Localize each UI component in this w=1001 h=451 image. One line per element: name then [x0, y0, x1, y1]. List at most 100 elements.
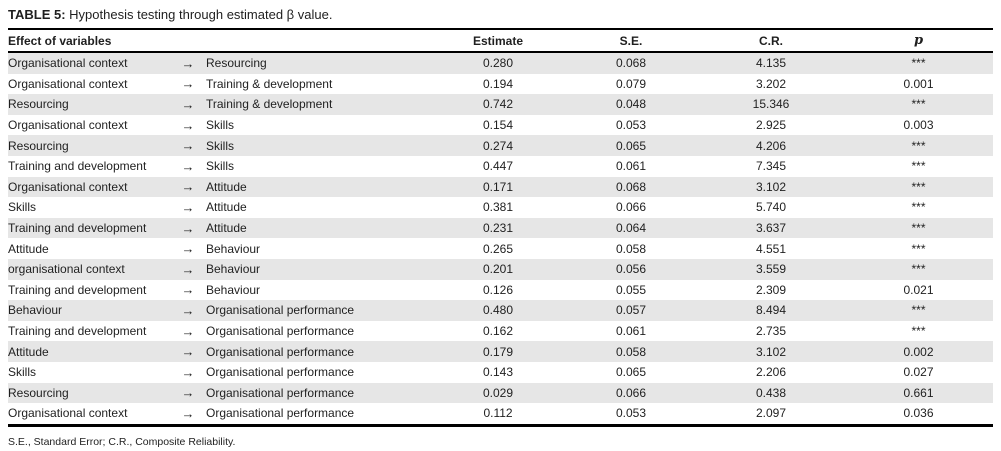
target-variable-cell: Skills [206, 138, 235, 153]
header-cr: C.R. [698, 30, 845, 53]
target-variable-cell: Attitude [206, 200, 247, 215]
source-variable-cell: Organisational context [8, 118, 128, 133]
table-body: Organisational context → Resourcing 0.280 0.… [8, 52, 994, 425]
se-cell: 0.066 [616, 385, 647, 400]
p-value-cell: *** [911, 97, 926, 112]
estimate-cell: 0.194 [483, 76, 514, 91]
arrow-right-icon: → [181, 220, 195, 236]
p-value-cell: *** [911, 303, 926, 318]
cr-cell: 2.097 [756, 406, 787, 421]
arrow-right-icon: → [181, 364, 195, 380]
table-caption-number: TABLE 5: [8, 7, 66, 22]
arrow-right-icon: → [181, 96, 195, 112]
p-value-cell: *** [911, 138, 926, 153]
estimate-cell: 0.154 [483, 118, 514, 133]
p-value-cell: 0.036 [903, 406, 934, 421]
table-row: Attitude → Behaviour 0.265 0.058 4.551 *** [8, 238, 993, 259]
estimate-cell: 0.381 [483, 200, 514, 215]
source-variable-cell: Training and development [8, 282, 147, 297]
se-cell: 0.048 [616, 97, 647, 112]
cr-cell: 5.740 [756, 200, 787, 215]
arrow-right-icon: → [181, 241, 195, 257]
p-value-cell: *** [911, 324, 926, 339]
arrow-right-icon: → [181, 76, 195, 92]
source-variable-cell: organisational context [8, 262, 125, 277]
table-row: Organisational context → Resourcing 0.280 0.… [8, 52, 994, 74]
estimate-cell: 0.126 [483, 282, 514, 297]
se-cell: 0.058 [616, 241, 647, 256]
cr-cell: 2.735 [756, 324, 787, 339]
table-header: Effect of variables Estimate S.E. C.R. p [8, 30, 994, 53]
p-value-cell: *** [911, 221, 926, 236]
source-variable-cell: Resourcing [8, 97, 69, 112]
se-cell: 0.061 [616, 159, 647, 174]
target-variable-cell: Organisational performance [206, 303, 355, 318]
estimate-cell: 0.143 [483, 365, 514, 380]
table-row: Organisational context → Training & develo… [8, 74, 993, 95]
estimate-cell: 0.231 [483, 221, 514, 236]
p-value-cell: 0.001 [903, 76, 934, 91]
se-cell: 0.066 [616, 200, 647, 215]
cr-cell: 3.559 [756, 262, 787, 277]
target-variable-cell: Skills [206, 118, 235, 133]
arrow-right-icon: → [181, 179, 195, 195]
p-value-cell: 0.003 [903, 118, 934, 133]
cr-cell: 8.494 [756, 303, 787, 318]
cr-cell: 3.102 [756, 179, 787, 194]
source-variable-cell: Resourcing [8, 138, 69, 153]
target-variable-cell: Behaviour [206, 282, 261, 297]
target-variable-cell: Organisational performance [206, 385, 355, 400]
estimate-cell: 0.265 [483, 241, 514, 256]
se-cell: 0.079 [616, 76, 647, 91]
source-variable-cell: Training and development [8, 324, 147, 339]
arrow-right-icon: → [181, 302, 195, 318]
arrow-right-icon: → [181, 117, 195, 133]
estimate-cell: 0.179 [483, 344, 514, 359]
table-row: Attitude → Organisational performance 0.179… [8, 341, 994, 362]
cr-cell: 2.925 [756, 118, 787, 133]
table-caption: TABLE 5: Hypothesis testing through esti… [8, 5, 993, 30]
target-variable-cell: Training & development [206, 76, 333, 91]
p-value-cell: *** [911, 179, 926, 194]
target-variable-cell: Organisational performance [206, 344, 355, 359]
estimate-cell: 0.171 [483, 179, 514, 194]
table-footnote: S.E., Standard Error; C.R., Composite Re… [8, 435, 236, 448]
estimate-cell: 0.274 [483, 138, 514, 153]
arrow-right-icon: → [181, 323, 195, 339]
target-variable-cell: Resourcing [206, 56, 267, 71]
se-cell: 0.056 [616, 262, 647, 277]
se-cell: 0.053 [616, 406, 647, 421]
arrow-right-icon: → [181, 158, 195, 174]
estimate-cell: 0.029 [483, 385, 514, 400]
se-cell: 0.068 [616, 179, 647, 194]
cr-cell: 4.551 [756, 241, 787, 256]
se-cell: 0.058 [616, 344, 647, 359]
arrow-right-icon: → [181, 405, 195, 421]
table-row: Organisational context → Attitude 0.171 0.06… [8, 176, 994, 198]
se-cell: 0.068 [616, 56, 647, 71]
estimate-cell: 0.742 [483, 97, 514, 112]
source-variable-cell: Resourcing [8, 385, 69, 400]
estimate-cell: 0.201 [483, 262, 514, 277]
target-variable-cell: Organisational performance [206, 406, 355, 421]
table-row: Resourcing → Organisational performance 0.0… [8, 382, 994, 404]
p-value-cell: *** [911, 159, 926, 174]
source-variable-cell: Skills [8, 200, 37, 215]
p-value-cell: *** [911, 262, 926, 277]
p-value-cell: *** [911, 56, 926, 71]
cr-cell: 2.206 [756, 365, 787, 380]
cr-cell: 3.102 [756, 344, 787, 359]
table-caption-text: Hypothesis testing through estimated β v… [65, 7, 333, 22]
table-row: Training and development → Attitude 0.231 0.… [8, 217, 994, 239]
table-row: Organisational context → Skills 0.154 0.053 2… [8, 115, 993, 136]
arrow-right-icon: → [181, 385, 195, 401]
source-variable-cell: Organisational context [8, 179, 128, 194]
source-variable-cell: Organisational context [8, 76, 128, 91]
hypothesis-table: Effect of variables Estimate S.E. C.R. p… [8, 30, 994, 427]
p-value-cell: 0.661 [903, 385, 934, 400]
table-row: Training and development → Organisational … [8, 321, 993, 342]
header-estimate: Estimate [432, 30, 565, 53]
table-row: organisational context → Behaviour 0.201 0.0… [8, 258, 994, 280]
table-row: Training and development → Behaviour 0.126 0… [8, 280, 993, 301]
